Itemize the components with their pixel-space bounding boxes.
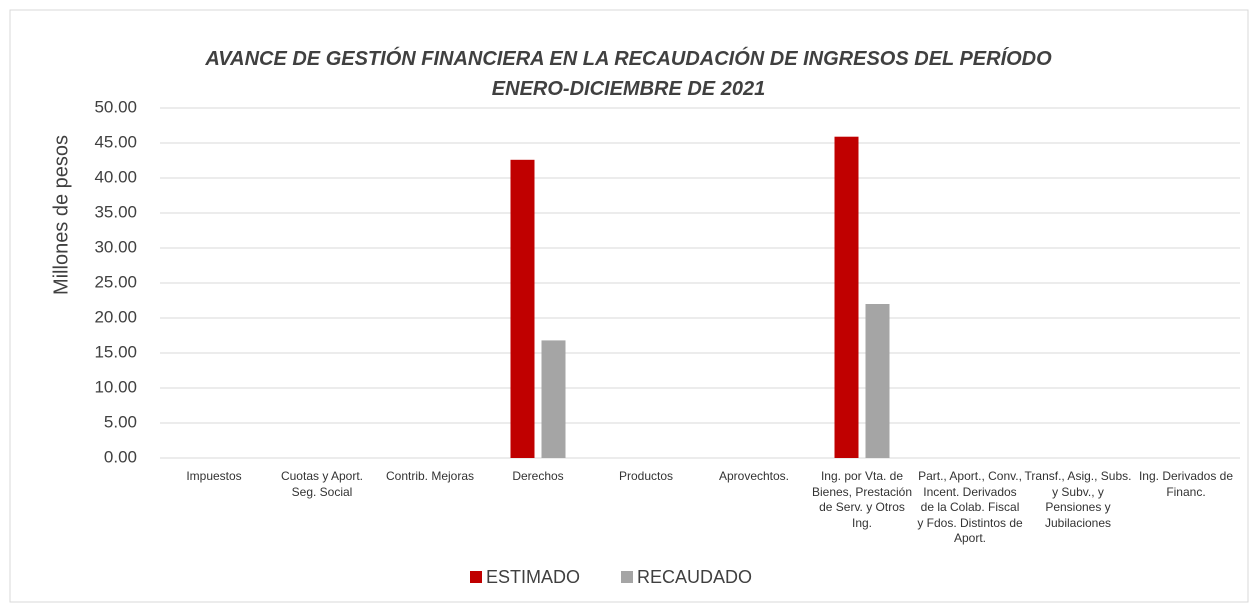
bar xyxy=(865,304,890,458)
x-tick-label: Contrib. Mejoras xyxy=(385,469,475,483)
bar xyxy=(541,340,566,458)
bar xyxy=(510,159,535,459)
bar xyxy=(834,136,859,458)
y-tick-label: 20.00 xyxy=(94,307,137,326)
legend-label: RECAUDADO xyxy=(637,567,752,587)
x-tick-label: Transf., Asig., Subs. y Subv., y Pension… xyxy=(1024,469,1132,530)
chart-title: AVANCE DE GESTIÓN FINANCIERA EN LA RECAU… xyxy=(205,48,1052,100)
x-tick-label: Part., Aport., Conv., Incent. Derivados … xyxy=(917,469,1023,545)
legend-swatch xyxy=(621,571,633,583)
legend-label: ESTIMADO xyxy=(486,567,580,587)
x-tick-label: Productos xyxy=(618,469,674,483)
y-tick-label: 15.00 xyxy=(94,342,137,361)
y-tick-label: 10.00 xyxy=(94,377,137,396)
x-tick-label: Ing. Derivados de Financ. xyxy=(1138,469,1234,499)
x-tick-label: Derechos xyxy=(512,469,564,483)
y-tick-label: 0.00 xyxy=(104,447,137,466)
x-tick-label: Cuotas y Aport. Seg. Social xyxy=(280,469,364,499)
chart-border xyxy=(9,9,1249,603)
chart-title-box: AVANCE DE GESTIÓN FINANCIERA EN LA RECAU… xyxy=(0,44,1257,104)
x-tick-label: Ing. por Vta. de Bienes, Prestación de S… xyxy=(811,469,913,530)
x-tick-label: Aprovechtos. xyxy=(718,469,790,483)
y-tick-label: 40.00 xyxy=(94,167,137,186)
x-tick-label: Impuestos xyxy=(186,469,242,483)
y-tick-label: 30.00 xyxy=(94,237,137,256)
y-tick-label: 25.00 xyxy=(94,272,137,291)
y-tick-label: 50.00 xyxy=(94,97,137,116)
y-tick-label: 45.00 xyxy=(94,132,137,151)
y-tick-label: 35.00 xyxy=(94,202,137,221)
legend-swatch xyxy=(470,571,482,583)
y-axis-label: Millones de pesos xyxy=(50,135,72,295)
y-tick-label: 5.00 xyxy=(104,412,137,431)
